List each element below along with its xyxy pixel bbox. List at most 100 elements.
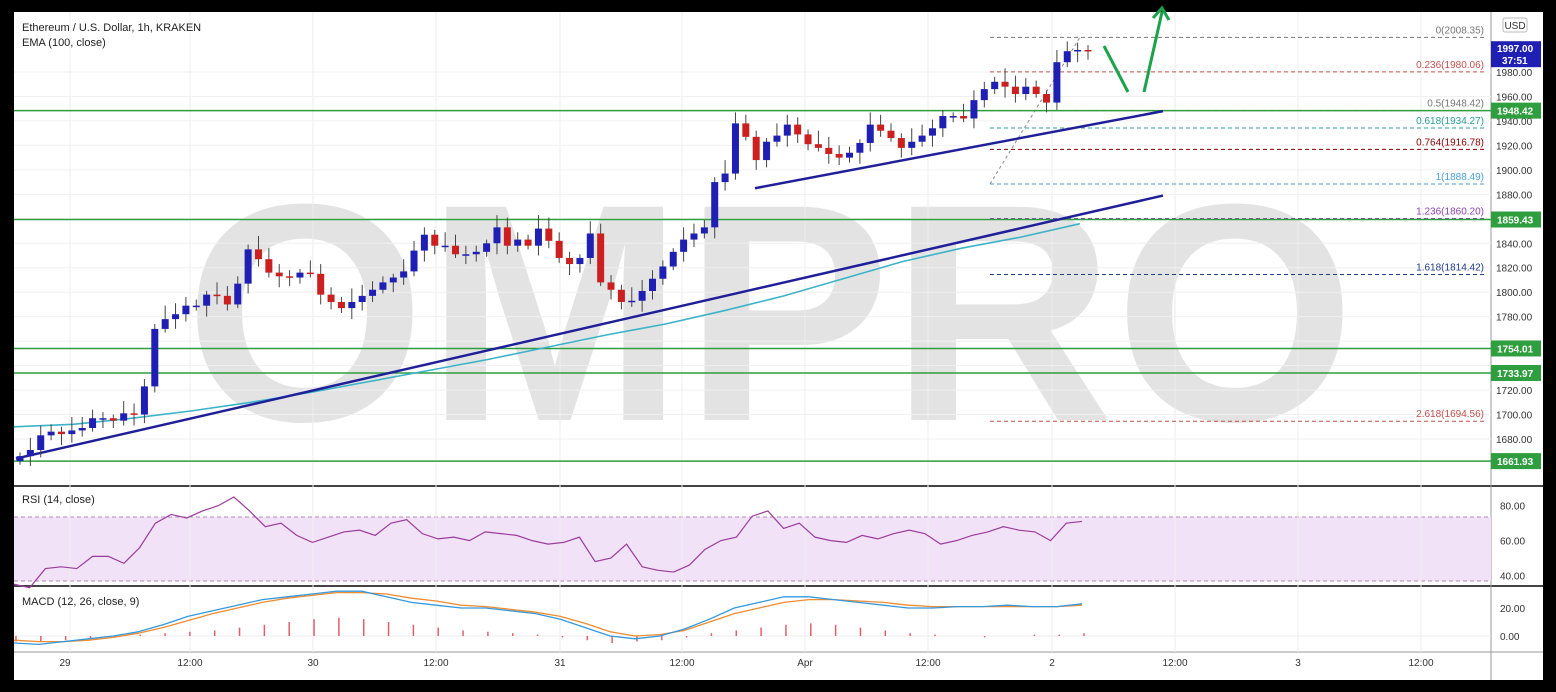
candle bbox=[835, 153, 843, 158]
level-tag bbox=[1491, 364, 1541, 381]
price-axis-tick: 1880.00 bbox=[1496, 190, 1533, 201]
time-axis-label: 12:00 bbox=[915, 658, 940, 669]
currency-badge[interactable] bbox=[1502, 17, 1528, 33]
macd-legend: MACD (12, 26, close, 9) bbox=[22, 596, 140, 608]
time-axis-label: 12:00 bbox=[669, 658, 694, 669]
fib-level-label: 1.618(1814.42) bbox=[1416, 263, 1484, 274]
rsi-axis-tick: 40.00 bbox=[1500, 572, 1525, 583]
candle bbox=[1053, 62, 1061, 103]
candle bbox=[389, 277, 397, 283]
candle bbox=[89, 418, 97, 428]
candle bbox=[804, 134, 812, 145]
macd-axis-tick: 20.00 bbox=[1500, 604, 1525, 615]
price-axis-tick: 1780.00 bbox=[1496, 313, 1533, 324]
candle bbox=[369, 289, 377, 296]
candle bbox=[649, 278, 657, 291]
candle bbox=[327, 294, 335, 302]
candle bbox=[151, 328, 159, 387]
candle bbox=[26, 450, 34, 457]
fib-level-label: 1.236(1860.20) bbox=[1416, 207, 1484, 218]
candle bbox=[483, 243, 491, 252]
price-axis-tick: 1720.00 bbox=[1496, 386, 1533, 397]
candle bbox=[659, 266, 667, 279]
candle bbox=[711, 182, 719, 228]
price-axis-tick: 1940.00 bbox=[1496, 117, 1533, 128]
candle bbox=[887, 130, 895, 139]
time-axis-label: 2 bbox=[1049, 658, 1055, 669]
macd-signal-line bbox=[13, 591, 1083, 643]
candle bbox=[617, 289, 625, 302]
time-axis-label: 3 bbox=[1295, 658, 1301, 669]
candle bbox=[690, 233, 698, 240]
projection-arrow-down bbox=[1102, 45, 1130, 93]
candle bbox=[991, 81, 999, 90]
candle bbox=[472, 251, 480, 255]
level-tag bbox=[1491, 102, 1541, 119]
candle bbox=[140, 386, 148, 415]
candle bbox=[223, 295, 231, 305]
candle bbox=[16, 456, 24, 462]
candle bbox=[783, 124, 791, 136]
candle bbox=[918, 135, 926, 142]
projection-arrow-up bbox=[1142, 11, 1164, 93]
candle bbox=[286, 276, 294, 278]
candle bbox=[700, 227, 708, 234]
candle bbox=[752, 136, 760, 161]
candle bbox=[949, 116, 957, 118]
candle bbox=[161, 319, 169, 329]
trendline-upper bbox=[754, 109, 1164, 190]
rsi-band bbox=[14, 517, 1491, 581]
price-axis-tick: 1680.00 bbox=[1496, 435, 1533, 446]
macd-axis-tick: 0.00 bbox=[1500, 632, 1520, 643]
candle bbox=[130, 413, 138, 415]
ema-line bbox=[13, 222, 1081, 428]
candle bbox=[1022, 86, 1030, 95]
candle bbox=[1043, 94, 1051, 103]
candle bbox=[57, 431, 65, 435]
fib-level-label: 0.5(1948.42) bbox=[1427, 99, 1484, 110]
candle bbox=[203, 294, 211, 306]
candle bbox=[37, 435, 45, 451]
countdown-label: 37:51 bbox=[1502, 56, 1528, 67]
price-axis-tick: 1920.00 bbox=[1496, 141, 1533, 152]
candle bbox=[234, 283, 242, 305]
candle bbox=[420, 234, 428, 251]
current-price-tag bbox=[1491, 41, 1541, 68]
candle bbox=[47, 431, 55, 436]
candle bbox=[265, 259, 273, 273]
candle bbox=[1032, 86, 1040, 95]
candle bbox=[742, 123, 750, 137]
fib-level-label: 0(2008.35) bbox=[1436, 25, 1484, 36]
candle bbox=[441, 245, 449, 248]
trendline-lower bbox=[15, 194, 1164, 460]
candle bbox=[493, 227, 501, 244]
price-axis-tick: 1840.00 bbox=[1496, 239, 1533, 250]
candle bbox=[680, 239, 688, 252]
candle bbox=[451, 245, 459, 255]
time-axis-label: 12:00 bbox=[177, 658, 202, 669]
candle bbox=[182, 305, 190, 315]
price-axis-tick: 1960.00 bbox=[1496, 92, 1533, 103]
candle bbox=[586, 233, 594, 258]
currency-label: USD bbox=[1504, 21, 1525, 32]
level-tag-label: 1754.01 bbox=[1497, 344, 1534, 355]
candle bbox=[120, 413, 128, 421]
candle bbox=[317, 273, 325, 295]
candle bbox=[244, 249, 252, 284]
candle bbox=[358, 295, 366, 302]
candle bbox=[846, 152, 854, 158]
rsi-line bbox=[13, 496, 1083, 589]
candle bbox=[254, 249, 262, 260]
candle bbox=[410, 250, 418, 272]
candle bbox=[306, 272, 314, 275]
candle bbox=[68, 430, 76, 435]
price-axis-tick: 1980.00 bbox=[1496, 68, 1533, 79]
price-axis-tick: 1700.00 bbox=[1496, 411, 1533, 422]
time-axis-label: 30 bbox=[307, 658, 319, 669]
current-price-label: 1997.00 bbox=[1497, 44, 1534, 55]
level-tag bbox=[1491, 453, 1541, 470]
candle bbox=[348, 301, 356, 309]
candle bbox=[597, 233, 605, 283]
